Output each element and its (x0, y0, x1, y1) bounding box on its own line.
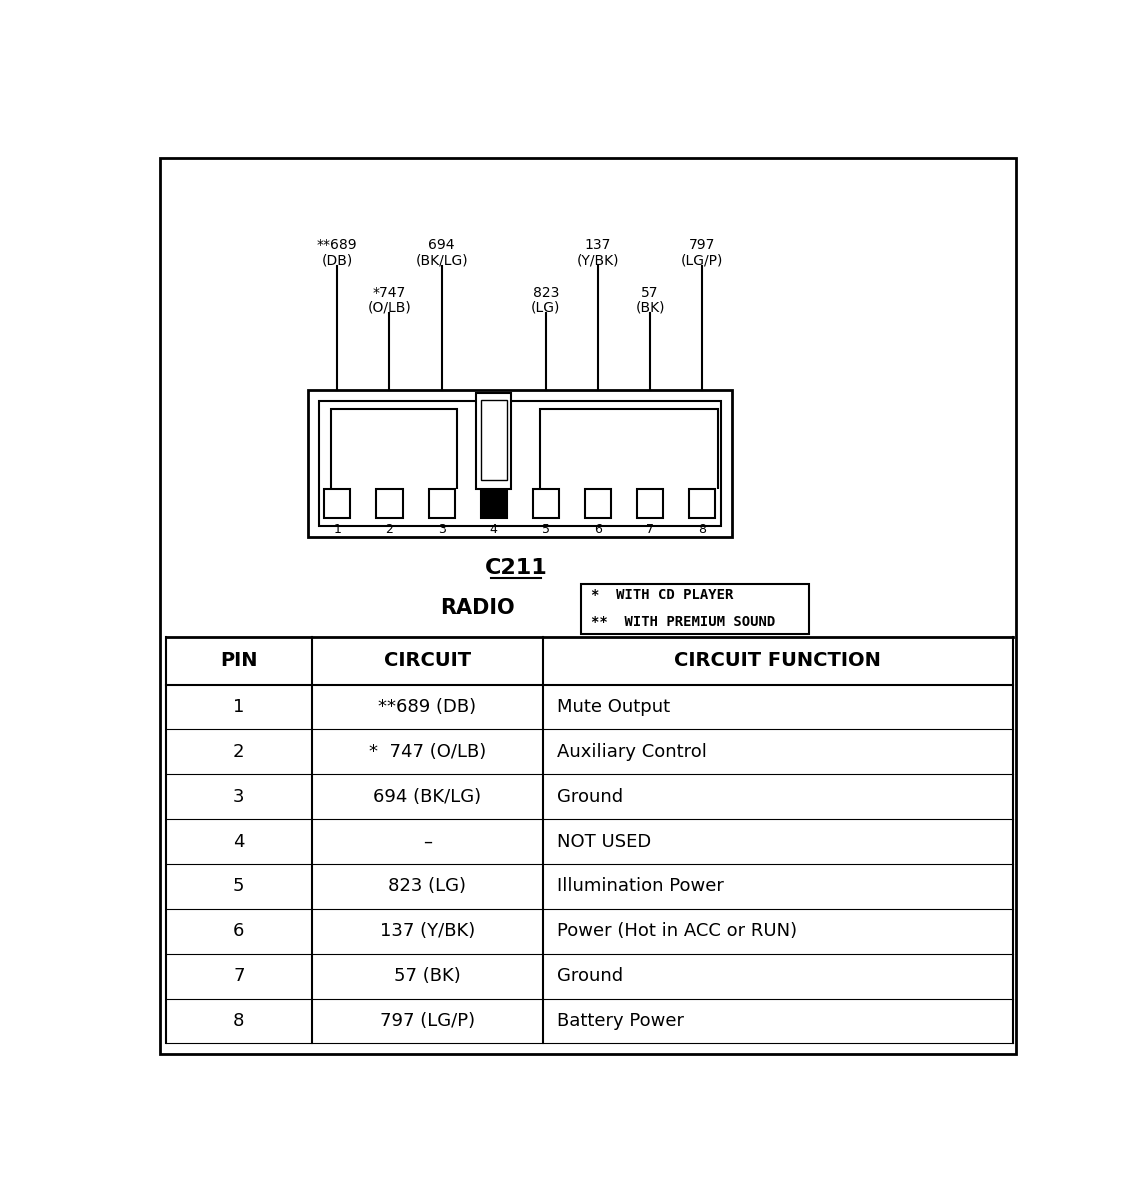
Text: 57: 57 (642, 286, 659, 300)
Text: 137: 137 (584, 238, 611, 252)
Text: 2: 2 (233, 743, 245, 761)
Bar (324, 488, 350, 518)
Text: –: – (422, 833, 432, 851)
Bar (581, 583, 808, 635)
Text: RADIO: RADIO (440, 598, 514, 618)
Text: (LG/P): (LG/P) (681, 253, 723, 268)
Text: 797 (LG/P): 797 (LG/P) (380, 1012, 475, 1030)
Text: (BK/LG): (BK/LG) (416, 253, 468, 268)
Text: 694: 694 (428, 238, 455, 252)
Text: 823: 823 (533, 286, 559, 300)
Bar (481, 400, 506, 480)
Text: Ground: Ground (557, 787, 623, 805)
Text: 6: 6 (233, 923, 245, 941)
Bar (637, 488, 664, 518)
Text: 4: 4 (233, 833, 245, 851)
Text: 1: 1 (233, 698, 245, 716)
Text: 3: 3 (437, 523, 445, 536)
Text: Battery Power: Battery Power (557, 1012, 684, 1030)
Text: 6: 6 (595, 523, 602, 536)
Text: (BK): (BK) (636, 301, 665, 314)
Text: Illumination Power: Illumination Power (557, 877, 723, 895)
Bar (428, 488, 455, 518)
Text: CIRCUIT: CIRCUIT (383, 652, 471, 670)
Bar (689, 488, 715, 518)
Text: Ground: Ground (557, 967, 623, 985)
Text: **  WITH PREMIUM SOUND: ** WITH PREMIUM SOUND (591, 616, 775, 629)
Text: 137 (Y/BK): 137 (Y/BK) (380, 923, 475, 941)
Text: 797: 797 (689, 238, 715, 252)
Text: 8: 8 (698, 523, 706, 536)
Bar (377, 488, 403, 518)
Text: Power (Hot in ACC or RUN): Power (Hot in ACC or RUN) (557, 923, 797, 941)
Text: *  747 (O/LB): * 747 (O/LB) (369, 743, 486, 761)
Text: *  WITH CD PLAYER: * WITH CD PLAYER (591, 588, 734, 602)
Text: **689: **689 (317, 238, 358, 252)
Text: 694 (BK/LG): 694 (BK/LG) (373, 787, 481, 805)
Text: 2: 2 (386, 523, 394, 536)
Text: (Y/BK): (Y/BK) (576, 253, 619, 268)
Text: 3: 3 (233, 787, 245, 805)
Text: CIRCUIT FUNCTION: CIRCUIT FUNCTION (674, 652, 882, 670)
Text: (O/LB): (O/LB) (367, 301, 411, 314)
Text: 1: 1 (333, 523, 341, 536)
Text: **689 (DB): **689 (DB) (379, 698, 476, 716)
Text: NOT USED: NOT USED (557, 833, 651, 851)
Bar (481, 488, 506, 518)
Bar (308, 390, 731, 536)
Bar (476, 394, 512, 488)
Text: 5: 5 (233, 877, 245, 895)
Text: Auxiliary Control: Auxiliary Control (557, 743, 707, 761)
Text: 7: 7 (646, 523, 654, 536)
Bar (319, 401, 721, 526)
Text: (LG): (LG) (532, 301, 560, 314)
Bar (533, 488, 559, 518)
Text: 823 (LG): 823 (LG) (388, 877, 466, 895)
Text: Mute Output: Mute Output (557, 698, 670, 716)
Text: 5: 5 (542, 523, 550, 536)
Text: C211: C211 (484, 558, 548, 577)
Bar (585, 488, 611, 518)
Text: 7: 7 (233, 967, 245, 985)
Text: 8: 8 (233, 1012, 245, 1030)
Text: 57 (BK): 57 (BK) (394, 967, 460, 985)
Text: (DB): (DB) (321, 253, 352, 268)
Text: *747: *747 (373, 286, 406, 300)
Text: 4: 4 (490, 523, 498, 536)
Text: PIN: PIN (220, 652, 257, 670)
